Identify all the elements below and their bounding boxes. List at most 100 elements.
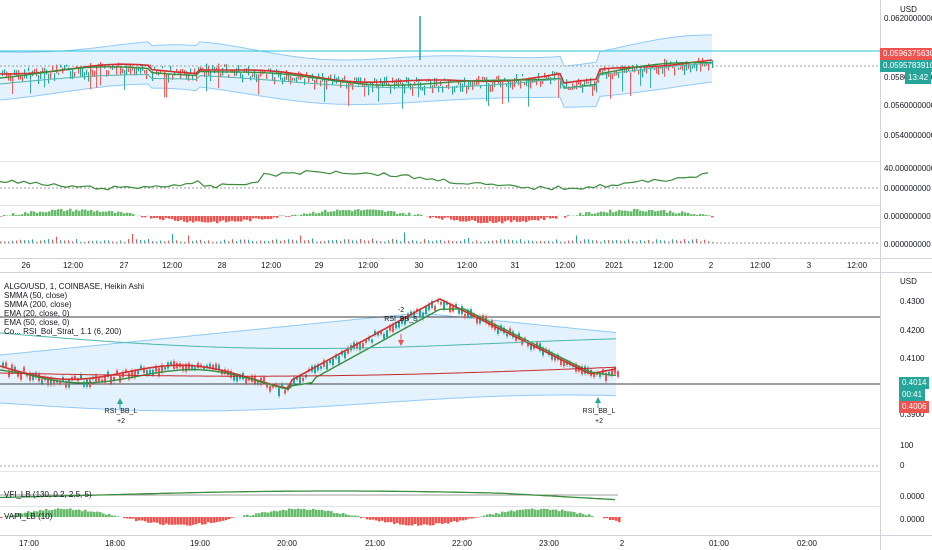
top-time-tick: 31	[510, 261, 520, 270]
candle	[554, 71, 556, 81]
candle	[116, 65, 118, 75]
legend-indicator[interactable]: EMA (50, close, 0)	[4, 318, 70, 327]
vapi-bar	[243, 216, 246, 220]
candle	[520, 80, 522, 89]
volume-bar	[408, 241, 409, 243]
bottom-vapi-bar	[537, 509, 540, 517]
bottom-vapi-bar	[366, 517, 369, 520]
volume-bar	[164, 241, 165, 243]
bottom-vapi-bar	[384, 517, 387, 523]
candle	[264, 70, 266, 74]
volume-bar	[492, 240, 493, 243]
vapi-pane-label[interactable]: VAPI_LB (10)	[4, 512, 53, 521]
candle	[54, 73, 56, 81]
bottom-time-axis[interactable]: 17:00 18:00 19:00 20:00 21:00 22:00 23:00 2 01:0…	[0, 539, 880, 550]
bottom-chart-svg[interactable]	[0, 273, 880, 535]
volume-bar	[64, 240, 65, 243]
legend-indicator[interactable]: SMMA (200, close)	[4, 300, 72, 309]
candle	[420, 82, 422, 91]
vapi-bar	[291, 214, 294, 216]
candle	[280, 72, 282, 81]
vapi-bar	[207, 216, 210, 223]
candle	[38, 75, 40, 85]
candle	[424, 85, 426, 96]
top-price-tick: 0.0540000000	[884, 131, 932, 140]
candle	[386, 76, 388, 86]
top-chart-svg[interactable]	[0, 0, 880, 258]
candle	[338, 76, 340, 80]
top-time-tick: 12:00	[555, 261, 576, 270]
bottom-vapi-bar	[585, 515, 588, 517]
bottom-vapi-bar	[183, 517, 186, 525]
bollinger-upper	[0, 34, 713, 67]
legend[interactable]: ALGO/USD, 1, COINBASE, Heikin Ashi SMMA (…	[4, 282, 144, 336]
candle	[360, 77, 362, 85]
volume-bar	[360, 239, 361, 243]
bottom-countdown-tag: 00:41	[899, 389, 926, 401]
top-time-axis[interactable]: 26 12:00 27 12:00 28 12:00 29 12:00 30 12:00 31 12:…	[0, 261, 880, 272]
bottom-vapi-bar	[528, 509, 531, 517]
volume-bar	[68, 240, 69, 243]
vapi-bar	[219, 216, 222, 222]
vapi-bar	[54, 210, 57, 216]
volume-bar	[136, 239, 137, 243]
legend-indicator[interactable]: SMMA (50, close)	[4, 291, 68, 300]
legend-symbol-title[interactable]: ALGO/USD, 1, COINBASE, Heikin Ashi	[4, 282, 145, 291]
volume-bar	[304, 240, 305, 243]
candle	[504, 77, 506, 80]
volume-bar	[148, 239, 149, 243]
candle	[292, 77, 294, 81]
vapi-bar	[45, 212, 48, 216]
vapi-bar	[363, 209, 366, 216]
signal-arrow-long-1	[117, 398, 123, 409]
vfi-pane-label[interactable]: VFI_LB (130, 0.2, 2.5, 5)	[4, 490, 92, 499]
candle	[368, 85, 370, 96]
vapi-bar	[222, 216, 225, 221]
bottom-price-tag-green: 0.4014	[899, 377, 930, 389]
candle	[690, 65, 692, 73]
bottom-vapi-bar	[21, 513, 24, 517]
vapi-bar	[186, 216, 189, 223]
top-rsi-tick: 0.000000000	[884, 184, 931, 193]
bottom-vapi-bar	[591, 515, 594, 517]
candle	[232, 69, 234, 73]
legend-indicator[interactable]: Co... RSI_Bol_Strat_ 1.1 (6, 200)	[4, 327, 122, 336]
bottom-time-tick: 01:00	[708, 539, 730, 548]
bottom-vapi-bar	[450, 517, 453, 523]
candle	[516, 74, 518, 83]
bottom-vapi-bar	[204, 517, 207, 525]
vapi-bar	[429, 216, 432, 219]
vapi-bar	[420, 214, 423, 216]
vapi-bar	[123, 213, 126, 216]
volume-bar	[48, 239, 49, 243]
volume-bar	[120, 240, 121, 243]
candle	[256, 74, 258, 83]
candle	[344, 75, 346, 80]
volume-bar	[504, 239, 505, 243]
volume-bar	[168, 240, 169, 243]
vapi-bar	[462, 216, 465, 222]
bottom-vapi-bar	[405, 517, 408, 526]
volume-bar	[712, 241, 713, 243]
bottom-vapi-bar	[387, 517, 390, 523]
bottom-vapi-bar	[36, 511, 39, 517]
top-chart-pane[interactable]: USD 0.0620000000 0.0580000000 0.05600000…	[0, 0, 932, 272]
candle	[352, 84, 354, 90]
volume-bar	[156, 241, 157, 243]
candle	[708, 63, 710, 71]
candle	[196, 73, 198, 82]
candle	[492, 81, 494, 92]
candle	[442, 85, 444, 93]
top-time-tick: 2021	[605, 261, 623, 270]
volume-bar	[328, 240, 329, 243]
bottom-rsi-tick: 0	[900, 461, 905, 470]
bottom-chart-pane[interactable]: ALGO/USD, 1, COINBASE, Heikin Ashi SMMA (…	[0, 273, 932, 550]
bottom-vapi-bar	[6, 515, 9, 517]
vapi-bar	[444, 216, 447, 218]
volume-bar	[420, 241, 421, 243]
candle	[356, 77, 358, 84]
legend-indicator[interactable]: EMA (20, close, 0)	[4, 309, 70, 318]
volume-bar	[440, 239, 441, 243]
vapi-bar	[537, 216, 540, 221]
vapi-bar	[93, 211, 96, 216]
